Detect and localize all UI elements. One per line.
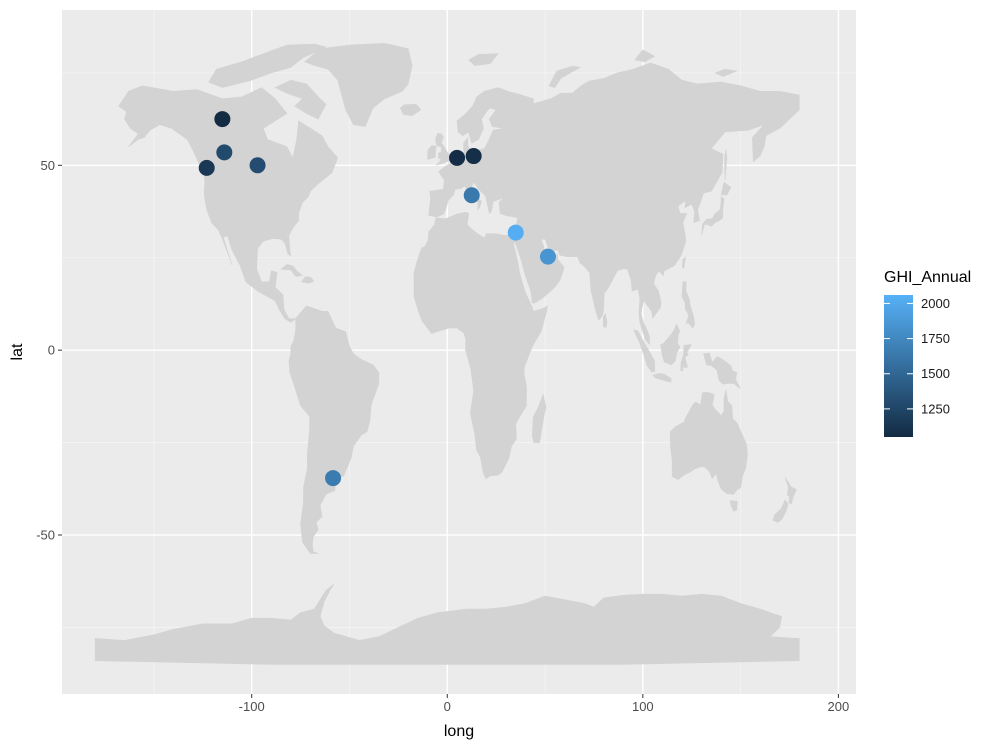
x-tick-label: 100 [632, 699, 654, 714]
taiwan-landmass [681, 256, 686, 269]
x-tick-label: 200 [828, 699, 850, 714]
iceland-landmass [399, 103, 422, 117]
x-tick-label: -100 [239, 699, 265, 714]
madagascar-landmass [531, 393, 547, 443]
new-zealand-south-landmass [772, 499, 789, 523]
data-point [539, 248, 556, 265]
y-axis: -50 0 50 [36, 158, 62, 543]
data-point [249, 157, 266, 174]
java-landmass [652, 373, 672, 383]
svalbard-landmass [468, 53, 499, 66]
arctic-archipelago-landmass [208, 43, 327, 88]
great-britain-landmass [435, 133, 451, 166]
data-points [198, 111, 556, 487]
data-point [214, 111, 231, 128]
japan-landmass [701, 196, 725, 236]
data-point [507, 224, 524, 241]
x-axis-title: long [444, 723, 474, 740]
hokkaido-landmass [720, 181, 732, 196]
world-map [94, 42, 800, 665]
eurasia-landmass [428, 62, 800, 346]
tasmania-landmass [729, 500, 738, 512]
y-tick-label: 0 [48, 343, 55, 358]
scandinavia-inner-landmass [456, 92, 493, 129]
africa-landmass [413, 211, 548, 480]
x-tick-label: 0 [444, 699, 451, 714]
data-point [465, 148, 482, 165]
greenland-landmass [303, 42, 413, 127]
sri-lanka-landmass [602, 313, 608, 329]
legend-break-label: 2000 [921, 296, 950, 311]
legend-break-label: 1250 [921, 401, 950, 416]
x-axis: -100 0 100 200 [239, 694, 850, 714]
australia-landmass [669, 389, 748, 495]
y-tick-label: -50 [36, 528, 55, 543]
y-tick-label: 50 [41, 158, 55, 173]
hispaniola-landmass [301, 276, 315, 284]
data-point [216, 144, 233, 161]
data-point [449, 149, 466, 166]
new-siberia-landmass [714, 68, 738, 77]
new-guinea-landmass [703, 352, 741, 390]
new-zealand-north-landmass [784, 477, 797, 504]
sakhalin-landmass [724, 149, 728, 181]
antarctica-landmass [94, 583, 800, 665]
data-point [325, 470, 342, 487]
legend-colorbar [884, 295, 913, 437]
color-legend: GHI_Annual 1250 1500 1750 2000 [884, 269, 971, 437]
severnaya-zemlya-landmass [634, 49, 656, 63]
ireland-landmass [427, 145, 437, 160]
baffin-island-landmass [274, 79, 327, 120]
north-america-landmass [118, 85, 339, 323]
data-point [198, 159, 215, 176]
philippines-landmass [681, 281, 696, 329]
kamchatka-detail-landmass [753, 135, 767, 162]
sumatra-landmass [633, 329, 655, 373]
data-point [463, 187, 480, 204]
legend-break-label: 1500 [921, 366, 950, 381]
legend-title: GHI_Annual [884, 269, 971, 286]
sulawesi-landmass [680, 344, 692, 372]
novaya-zemlya-landmass [548, 65, 582, 88]
cuba-landmass [280, 264, 303, 277]
legend-break-label: 1750 [921, 331, 950, 346]
south-america-landmass [288, 305, 380, 554]
legend-ticks: 1250 1500 1750 2000 [884, 296, 950, 416]
y-axis-title: lat [9, 343, 26, 360]
borneo-landmass [660, 323, 681, 366]
